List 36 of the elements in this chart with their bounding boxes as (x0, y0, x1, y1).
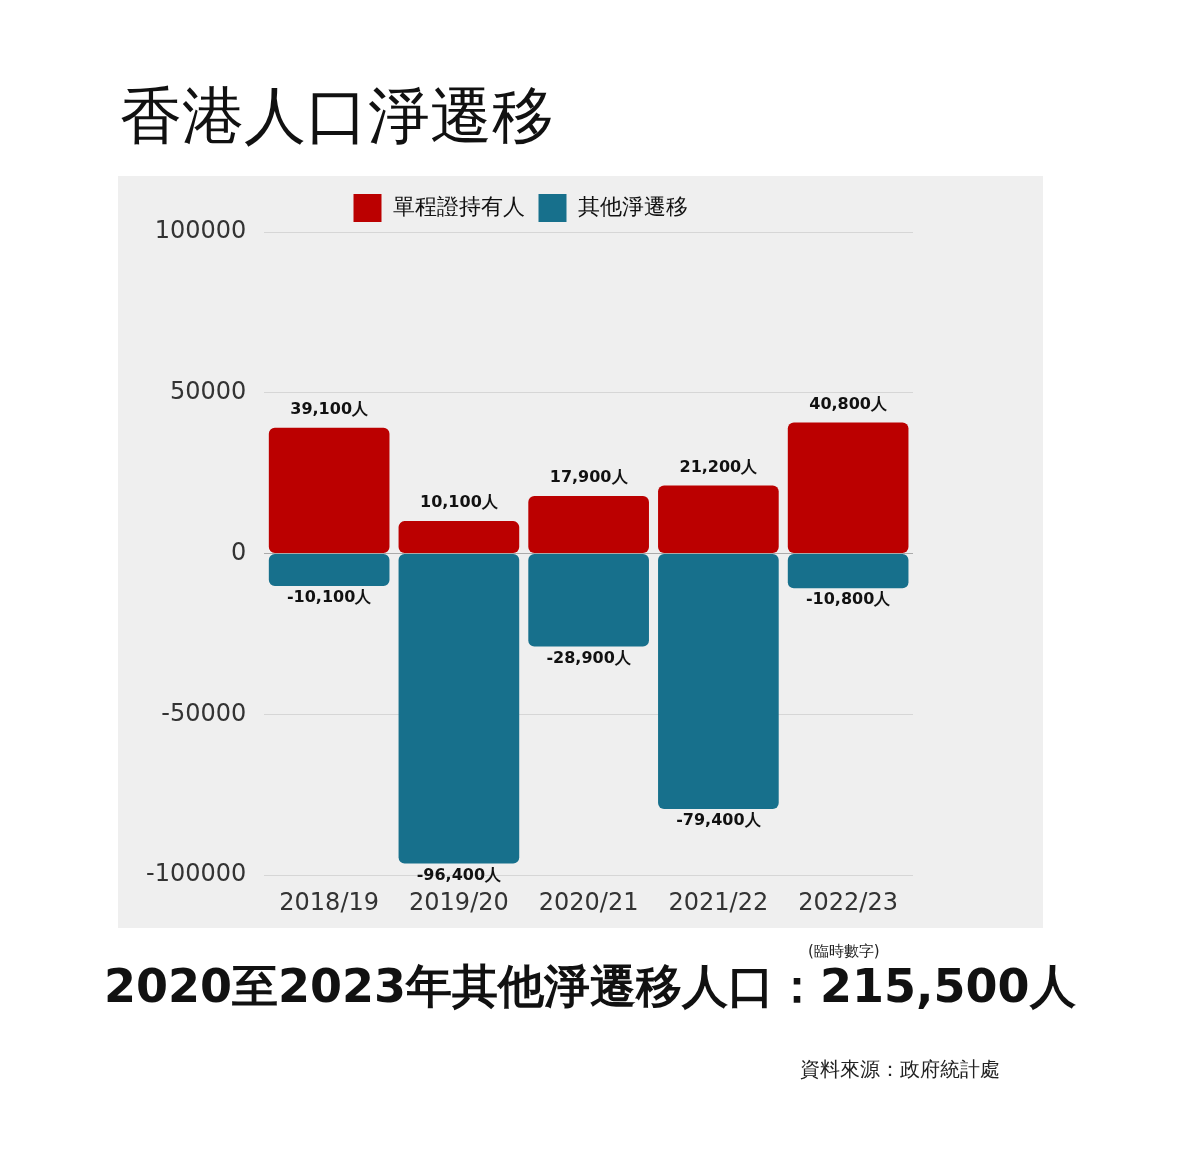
bar (398, 554, 520, 864)
bar (787, 554, 909, 589)
source-note: 資料來源：政府統計處 (800, 1056, 1000, 1083)
bar (528, 496, 649, 554)
x-tick-label: 2022/23 (798, 887, 898, 916)
y-tick-label: 100000 (154, 216, 247, 245)
data-label: -28,900人 (546, 647, 632, 667)
x-tick-label: 2020/21 (538, 887, 639, 916)
bar (268, 427, 390, 554)
text: (臨時數字) (808, 942, 880, 961)
data-label: 21,200人 (679, 456, 759, 476)
x-tick-label: 2019/20 (409, 887, 509, 916)
bar (658, 485, 779, 554)
legend-label: 其他淨遷移 (577, 193, 688, 219)
x-tick-label: 2021/22 (668, 887, 769, 916)
y-tick-label: 0 (231, 537, 247, 566)
y-tick-label: -100000 (146, 859, 247, 888)
data-label: 17,900人 (549, 467, 629, 487)
data-label: 10,100人 (420, 492, 499, 512)
data-label: 39,100人 (290, 399, 370, 419)
bar (528, 554, 649, 647)
y-tick-label: -50000 (161, 698, 247, 727)
legend-label: 單程證持有人 (392, 193, 525, 219)
data-label: -10,800人 (805, 589, 892, 609)
data-label: 40,800人 (809, 393, 888, 413)
bar (658, 554, 779, 809)
x-tick-label: 2018/19 (279, 887, 379, 916)
bar (787, 422, 909, 554)
y-tick-label: 50000 (169, 377, 247, 406)
bar (398, 521, 520, 554)
chart-title: 香港人口淨遷移 (120, 78, 554, 154)
bar (268, 554, 390, 587)
text: 2020至2023年其他淨遷移人口：215,500人 (104, 959, 1076, 1015)
data-label: -10,100人 (286, 587, 373, 607)
data-label: -79,400人 (676, 810, 762, 830)
data-label: -96,400人 (416, 864, 503, 884)
